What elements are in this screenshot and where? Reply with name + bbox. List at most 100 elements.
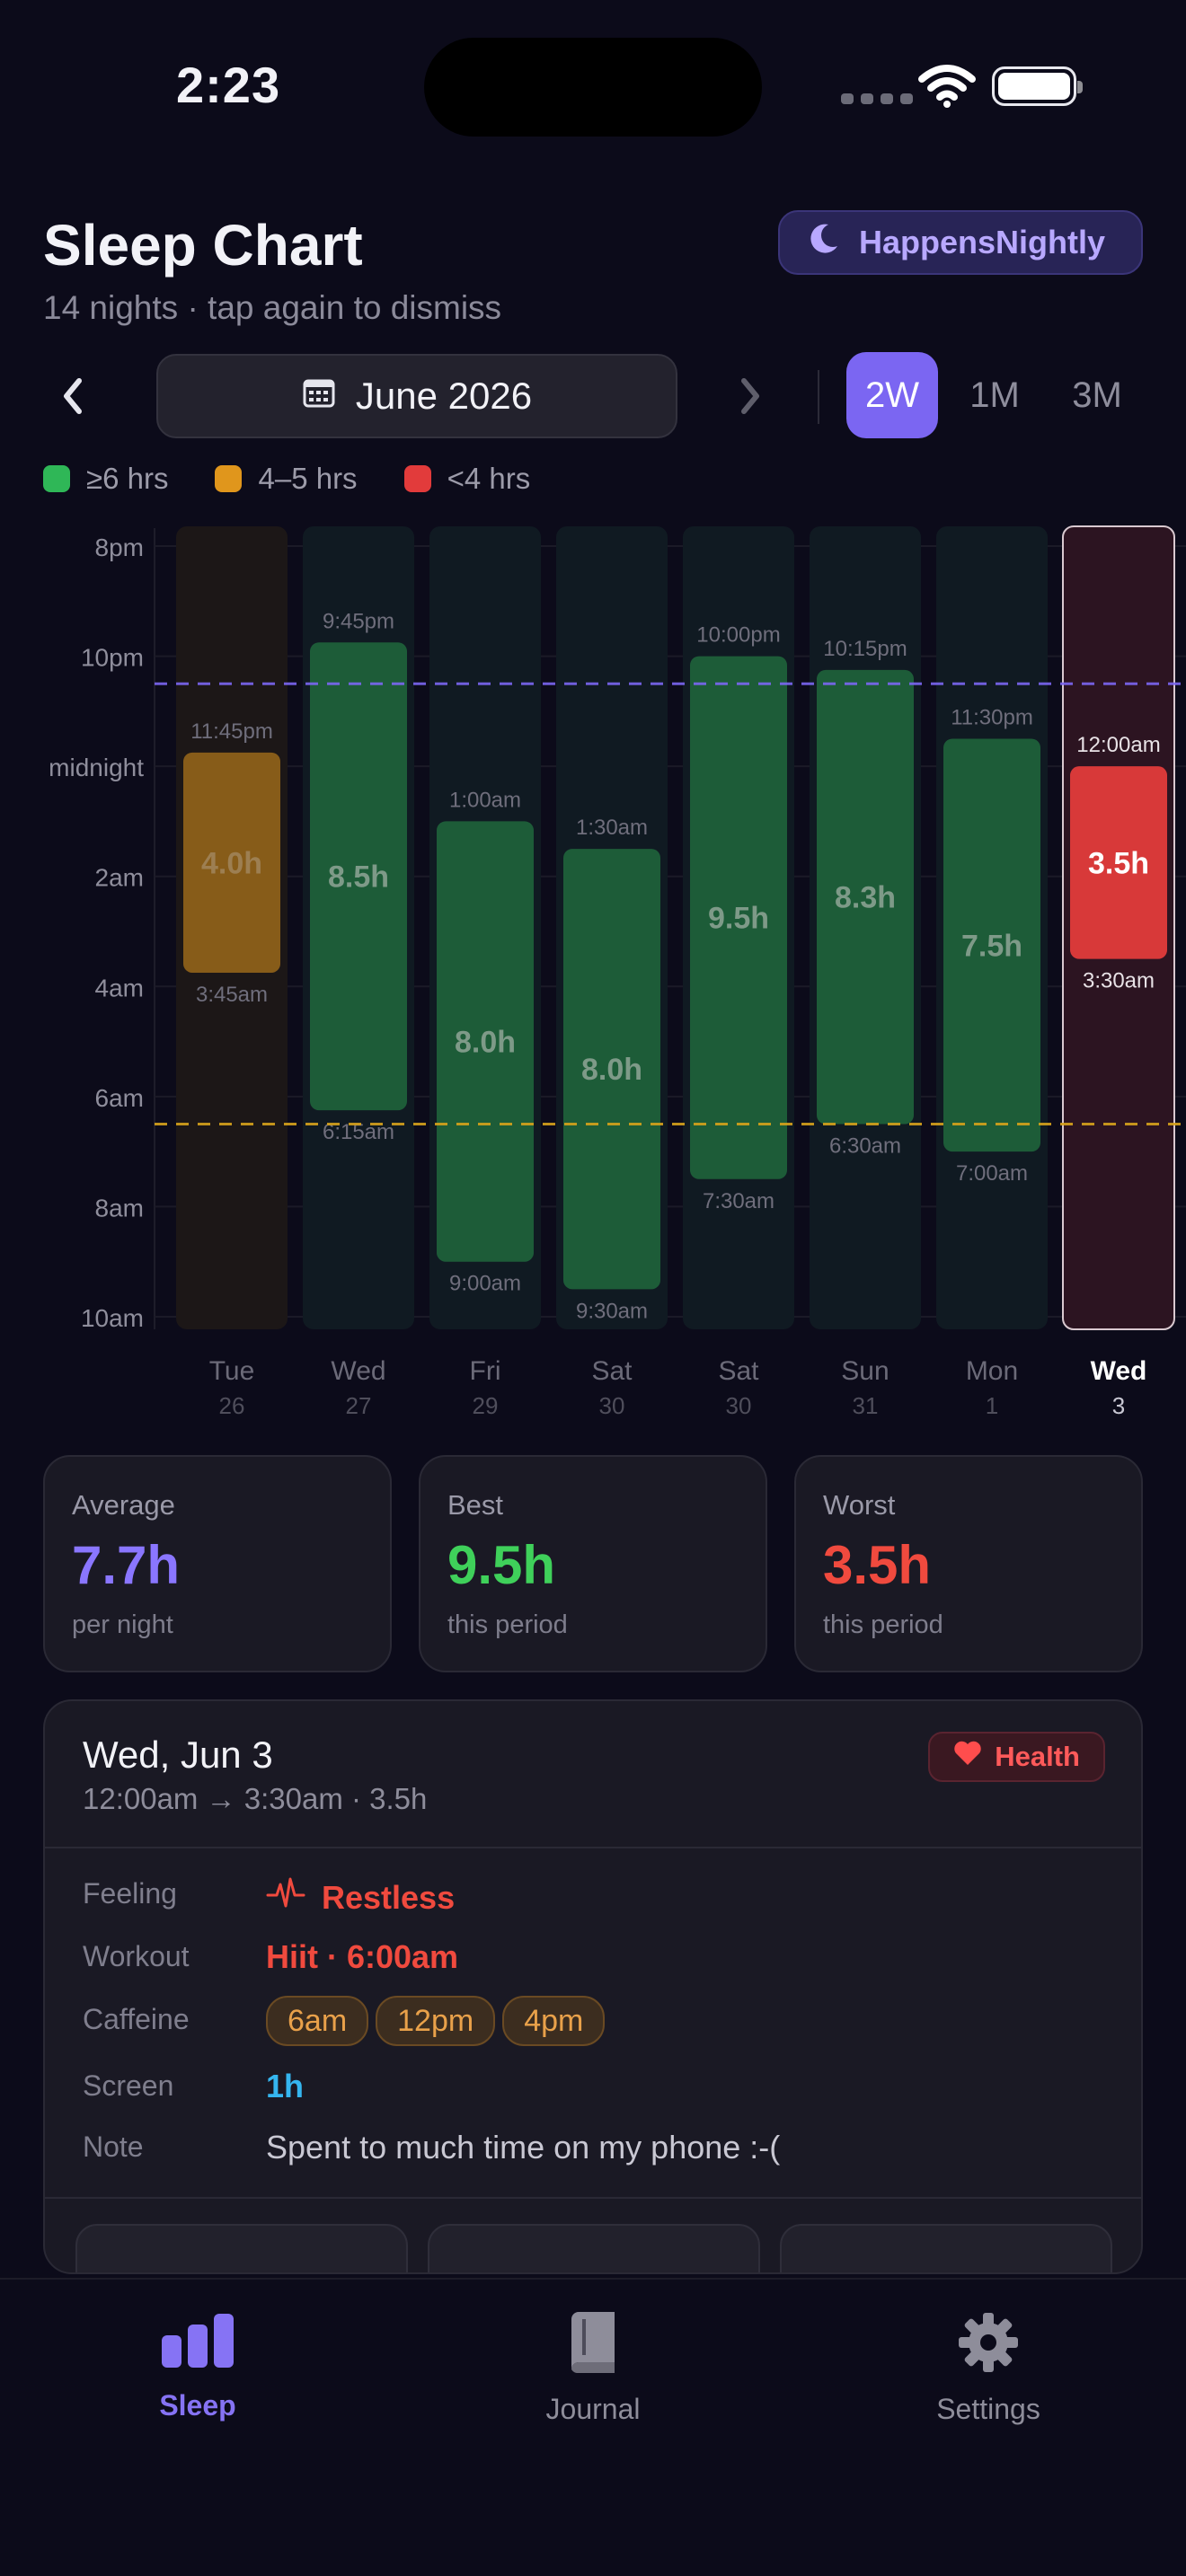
bar-duration-label: 8.3h [835,881,896,915]
sleep-bar[interactable] [437,821,534,1262]
bar-end-label: 9:00am [449,1272,521,1296]
page-subtitle: 14 nights · tap again to dismiss [43,289,502,326]
detail-title: Wed, Jun 3 [83,1734,273,1776]
screen-value: 1h [266,2068,305,2104]
stat-card-best: Best 9.5h this period [419,1455,767,1672]
bar-duration-label: 3.5h [1088,846,1149,880]
range-3m-button[interactable]: 3M [1072,375,1122,415]
note-value: Spent to much time on my phone :-( [266,2129,781,2166]
x-day-label: Wed [331,1356,385,1386]
tab-label: Sleep [159,2389,236,2422]
day-column [303,526,414,1329]
bar-start-label: 10:00pm [696,623,780,648]
day-column [429,526,541,1329]
x-date-label: 26 [219,1392,245,1419]
feeling-value: Restless [322,1878,456,1916]
bar-end-label: 7:30am [703,1189,774,1213]
battery-icon [992,66,1083,106]
happens-nightly-button[interactable]: HappensNightly [778,210,1143,275]
happens-nightly-label: HappensNightly [859,224,1106,260]
night-detail-card: Wed, Jun 3 12:00am → 3:30am · 3.5h Healt… [43,1699,1143,2274]
bar-start-label: 11:30pm [951,706,1033,730]
range-1m-button[interactable]: 1M [969,375,1020,415]
x-day-label: Sat [591,1356,633,1386]
x-date-label: 1 [986,1392,998,1419]
month-picker[interactable]: June 2026 [156,354,677,438]
y-tick-label: 4am [95,974,144,1001]
previous-period-button[interactable] [59,374,86,423]
legend-label: ≥6 hrs [86,462,169,495]
stat-label: Worst [823,1489,896,1521]
metric-tile [780,2224,1112,2272]
bar-duration-label: 7.5h [961,929,1022,963]
moon-icon [805,221,841,265]
tab-label: Journal [545,2393,641,2425]
sleep-bar[interactable] [1070,766,1167,959]
sleep-bar[interactable] [690,656,787,1179]
legend-item-bad: <4 hrs [403,462,531,496]
sleep-bar[interactable] [310,642,407,1111]
bar-duration-label: 8.0h [581,1053,642,1087]
book-icon [566,2312,620,2380]
day-column [936,526,1048,1329]
wifi-icon [918,65,976,112]
bar-duration-label: 8.0h [455,1026,516,1060]
sleep-bar[interactable] [943,738,1040,1152]
screen-label: Screen [83,2069,174,2102]
legend-label: <4 hrs [447,462,531,495]
legend-swatch [215,465,243,492]
bar-duration-label: 8.5h [328,860,389,895]
x-date-label: 29 [473,1392,499,1419]
sleep-bar[interactable] [183,752,280,973]
feeling-row: Restless [266,1875,455,1919]
y-tick-label: midnight [49,754,144,781]
stat-sub: this period [447,1610,568,1639]
caffeine-chip: 4pm [502,1996,606,2046]
stat-sub: this period [823,1610,943,1639]
bar-start-label: 11:45pm [190,719,273,744]
y-tick-label: 8am [95,1194,144,1222]
detail-subtitle: 12:00am → 3:30am · 3.5h [83,1782,428,1815]
legend-swatch [43,465,70,492]
day-column [556,526,668,1329]
calendar-icon [302,375,336,418]
tab-settings[interactable]: Settings [854,2312,1123,2426]
sleep-bar[interactable] [563,849,660,1290]
tab-journal[interactable]: Journal [458,2312,728,2426]
bar-chart-icon [160,2312,235,2377]
bar-duration-label: 4.0h [201,846,262,880]
x-day-label: Mon [966,1356,1018,1386]
workout-value: Hiit · 6:00am [266,1938,459,1975]
x-date-label: 30 [726,1392,752,1419]
caffeine-chips: 6am 12pm 4pm [266,1996,612,2046]
x-date-label: 30 [599,1392,625,1419]
stat-value: 7.7h [72,1535,181,1595]
caffeine-chip: 12pm [376,1996,496,2046]
y-tick-label: 8pm [95,534,144,561]
caffeine-chip: 6am [266,1996,369,2046]
y-tick-label: 6am [95,1084,144,1112]
x-day-label: Sun [841,1356,889,1386]
bar-end-label: 3:45am [196,983,268,1007]
sleep-bar[interactable] [817,669,914,1125]
tab-label: Settings [936,2393,1040,2425]
stat-card-worst: Worst 3.5h this period [794,1455,1143,1672]
feeling-label: Feeling [83,1877,177,1910]
divider [45,1847,1141,1848]
range-2w-button[interactable]: 2W [846,352,938,438]
health-badge[interactable]: Health [928,1732,1105,1782]
tab-sleep[interactable]: Sleep [63,2312,332,2422]
bar-start-label: 1:30am [576,816,648,840]
status-time: 2:23 [176,57,281,113]
bar-end-label: 7:00am [956,1161,1028,1186]
divider [818,370,819,424]
legend-label: 4–5 hrs [258,462,358,495]
x-day-label: Tue [209,1356,255,1386]
next-period-button[interactable] [737,374,764,423]
chart-legend: ≥6 hrs 4–5 hrs <4 hrs [43,462,530,496]
heart-icon [953,1740,982,1774]
bar-start-label: 1:00am [449,788,521,812]
x-date-label: 27 [346,1392,372,1419]
sleep-chart: 8pm 10pm midnight 2am 4am 6am 8am 10am 4.0h 11:45… [49,525,1186,1419]
chevron-left-icon [64,378,82,414]
